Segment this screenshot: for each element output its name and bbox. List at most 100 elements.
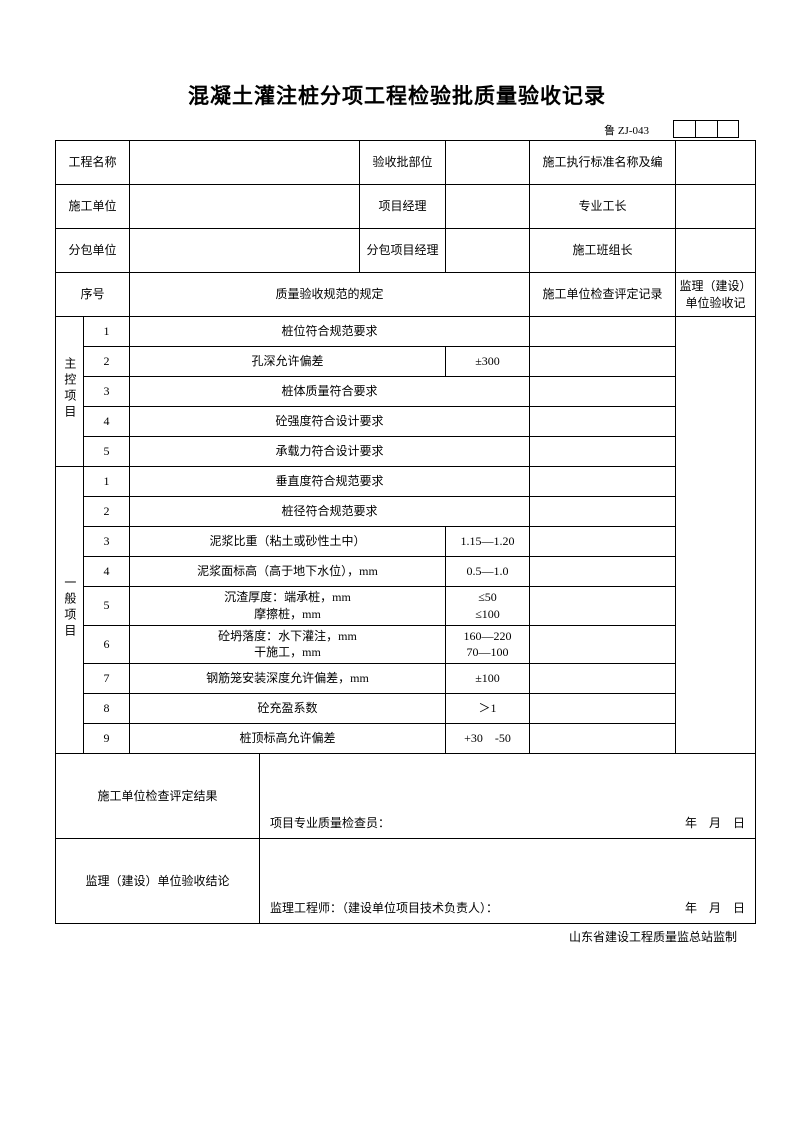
main-val-2: ±300 xyxy=(446,347,530,377)
main-n-1: 1 xyxy=(84,317,130,347)
gen-row-4: 4 泥浆面标高（高于地下水位），mm 0.5—1.0 xyxy=(56,557,756,587)
main-rec-4 xyxy=(530,407,676,437)
main-control-label: 主控项目 xyxy=(56,317,84,467)
main-rec-3 xyxy=(530,377,676,407)
gen-val-3: 1.15—1.20 xyxy=(446,527,530,557)
field-foreman xyxy=(676,185,756,229)
field-project-name xyxy=(130,141,360,185)
label-accept-part: 验收批部位 xyxy=(360,141,446,185)
main-desc-2: 孔深允许偏差 xyxy=(130,347,446,377)
gen-desc-6: 砼坍落度：水下灌注，mm 干施工，mm xyxy=(130,625,446,664)
gen-row-6: 6 砼坍落度：水下灌注，mm 干施工，mm 160—220 70—100 xyxy=(56,625,756,664)
gen-row-3: 3 泥浆比重（粘土或砂性土中） 1.15—1.20 xyxy=(56,527,756,557)
gen-desc-5: 沉渣厚度：端承桩，mm 摩擦桩，mm xyxy=(130,587,446,626)
sig1-date: 年 月 日 xyxy=(685,815,745,832)
gen-row-7: 7 钢筋笼安装深度允许偏差，mm ±100 xyxy=(56,664,756,694)
gen-row-9: 9 桩顶标高允许偏差 +30 -50 xyxy=(56,724,756,754)
main-rec-5 xyxy=(530,437,676,467)
main-row-5: 5 承载力符合设计要求 xyxy=(56,437,756,467)
supervise-cell xyxy=(676,317,756,754)
gen-n-4: 4 xyxy=(84,557,130,587)
gen-row-1: 一般项目 1 垂直度符合规范要求 xyxy=(56,467,756,497)
field-pm xyxy=(446,185,530,229)
label-pm: 项目经理 xyxy=(360,185,446,229)
gen-desc-7: 钢筋笼安装深度允许偏差，mm xyxy=(130,664,446,694)
sequence-header: 序号 质量验收规范的规定 施工单位检查评定记录 监理（建设）单位验收记 xyxy=(56,273,756,317)
col-seq: 序号 xyxy=(56,273,130,317)
main-n-3: 3 xyxy=(84,377,130,407)
header-row-3: 分包单位 分包项目经理 施工班组长 xyxy=(56,229,756,273)
main-row-3: 3 桩体质量符合要求 xyxy=(56,377,756,407)
label-subcontract: 分包单位 xyxy=(56,229,130,273)
header-row-1: 工程名称 验收批部位 施工执行标准名称及编 xyxy=(56,141,756,185)
main-row-2: 2 孔深允许偏差 ±300 xyxy=(56,347,756,377)
gen-rec-7 xyxy=(530,664,676,694)
gen-n-6: 6 xyxy=(84,625,130,664)
header-row-2: 施工单位 项目经理 专业工长 xyxy=(56,185,756,229)
gen-val-9: +30 -50 xyxy=(446,724,530,754)
main-desc-3: 桩体质量符合要求 xyxy=(130,377,530,407)
sig2-date: 年 月 日 xyxy=(685,900,745,917)
gen-rec-5 xyxy=(530,587,676,626)
label-team-leader: 施工班组长 xyxy=(530,229,676,273)
label-standard: 施工执行标准名称及编 xyxy=(530,141,676,185)
main-desc-5: 承载力符合设计要求 xyxy=(130,437,530,467)
label-foreman: 专业工长 xyxy=(530,185,676,229)
col-spec: 质量验收规范的规定 xyxy=(130,273,530,317)
field-standard xyxy=(676,141,756,185)
gen-n-1: 1 xyxy=(84,467,130,497)
gen-desc-1: 垂直度符合规范要求 xyxy=(130,467,530,497)
gen-desc-4: 泥浆面标高（高于地下水位），mm xyxy=(130,557,446,587)
sig2-text: 监理工程师：（建设单位项目技术负责人）： xyxy=(270,900,498,917)
gen-desc-9: 桩顶标高允许偏差 xyxy=(130,724,446,754)
main-table: 工程名称 验收批部位 施工执行标准名称及编 施工单位 项目经理 专业工长 分包单… xyxy=(55,140,756,924)
gen-val-4: 0.5—1.0 xyxy=(446,557,530,587)
main-n-4: 4 xyxy=(84,407,130,437)
label-construct-unit: 施工单位 xyxy=(56,185,130,229)
gen-desc-8: 砼充盈系数 xyxy=(130,694,446,724)
gen-n-2: 2 xyxy=(84,497,130,527)
main-row-1: 主控项目 1 桩位符合规范要求 xyxy=(56,317,756,347)
gen-val-7: ±100 xyxy=(446,664,530,694)
main-rec-2 xyxy=(530,347,676,377)
gen-rec-3 xyxy=(530,527,676,557)
field-construct-unit xyxy=(130,185,360,229)
gen-row-8: 8 砼充盈系数 ＞1 xyxy=(56,694,756,724)
main-rec-1 xyxy=(530,317,676,347)
gen-rec-8 xyxy=(530,694,676,724)
label-project-name: 工程名称 xyxy=(56,141,130,185)
sig1-area: 项目专业质量检查员： 年 月 日 xyxy=(260,754,756,839)
sig2-area: 监理工程师：（建设单位项目技术负责人）： 年 月 日 xyxy=(260,839,756,924)
gen-n-5: 5 xyxy=(84,587,130,626)
gen-n-9: 9 xyxy=(84,724,130,754)
gen-rec-1 xyxy=(530,467,676,497)
gen-rec-4 xyxy=(530,557,676,587)
gen-val-8: ＞1 xyxy=(446,694,530,724)
gen-rec-6 xyxy=(530,625,676,664)
gen-row-2: 2 桩径符合规范要求 xyxy=(56,497,756,527)
col-supervise: 监理（建设）单位验收记 xyxy=(676,273,756,317)
sig-row-1: 施工单位检查评定结果 项目专业质量检查员： 年 月 日 xyxy=(56,754,756,839)
gen-n-8: 8 xyxy=(84,694,130,724)
code-boxes xyxy=(673,120,739,138)
field-sub-pm xyxy=(446,229,530,273)
gen-rec-2 xyxy=(530,497,676,527)
form-code: 鲁 ZJ-043 xyxy=(604,122,649,138)
gen-n-7: 7 xyxy=(84,664,130,694)
gen-desc-2: 桩径符合规范要求 xyxy=(130,497,530,527)
field-accept-part xyxy=(446,141,530,185)
gen-row-5: 5 沉渣厚度：端承桩，mm 摩擦桩，mm ≤50 ≤100 xyxy=(56,587,756,626)
label-sub-pm: 分包项目经理 xyxy=(360,229,446,273)
main-row-4: 4 砼强度符合设计要求 xyxy=(56,407,756,437)
sig-row-2: 监理（建设）单位验收结论 监理工程师：（建设单位项目技术负责人）： 年 月 日 xyxy=(56,839,756,924)
gen-desc-3: 泥浆比重（粘土或砂性土中） xyxy=(130,527,446,557)
col-record: 施工单位检查评定记录 xyxy=(530,273,676,317)
main-desc-1: 桩位符合规范要求 xyxy=(130,317,530,347)
sig1-label: 施工单位检查评定结果 xyxy=(56,754,260,839)
main-n-2: 2 xyxy=(84,347,130,377)
gen-rec-9 xyxy=(530,724,676,754)
general-label: 一般项目 xyxy=(56,467,84,754)
gen-n-3: 3 xyxy=(84,527,130,557)
footer-text: 山东省建设工程质量监总站监制 xyxy=(55,928,739,945)
field-subcontract xyxy=(130,229,360,273)
